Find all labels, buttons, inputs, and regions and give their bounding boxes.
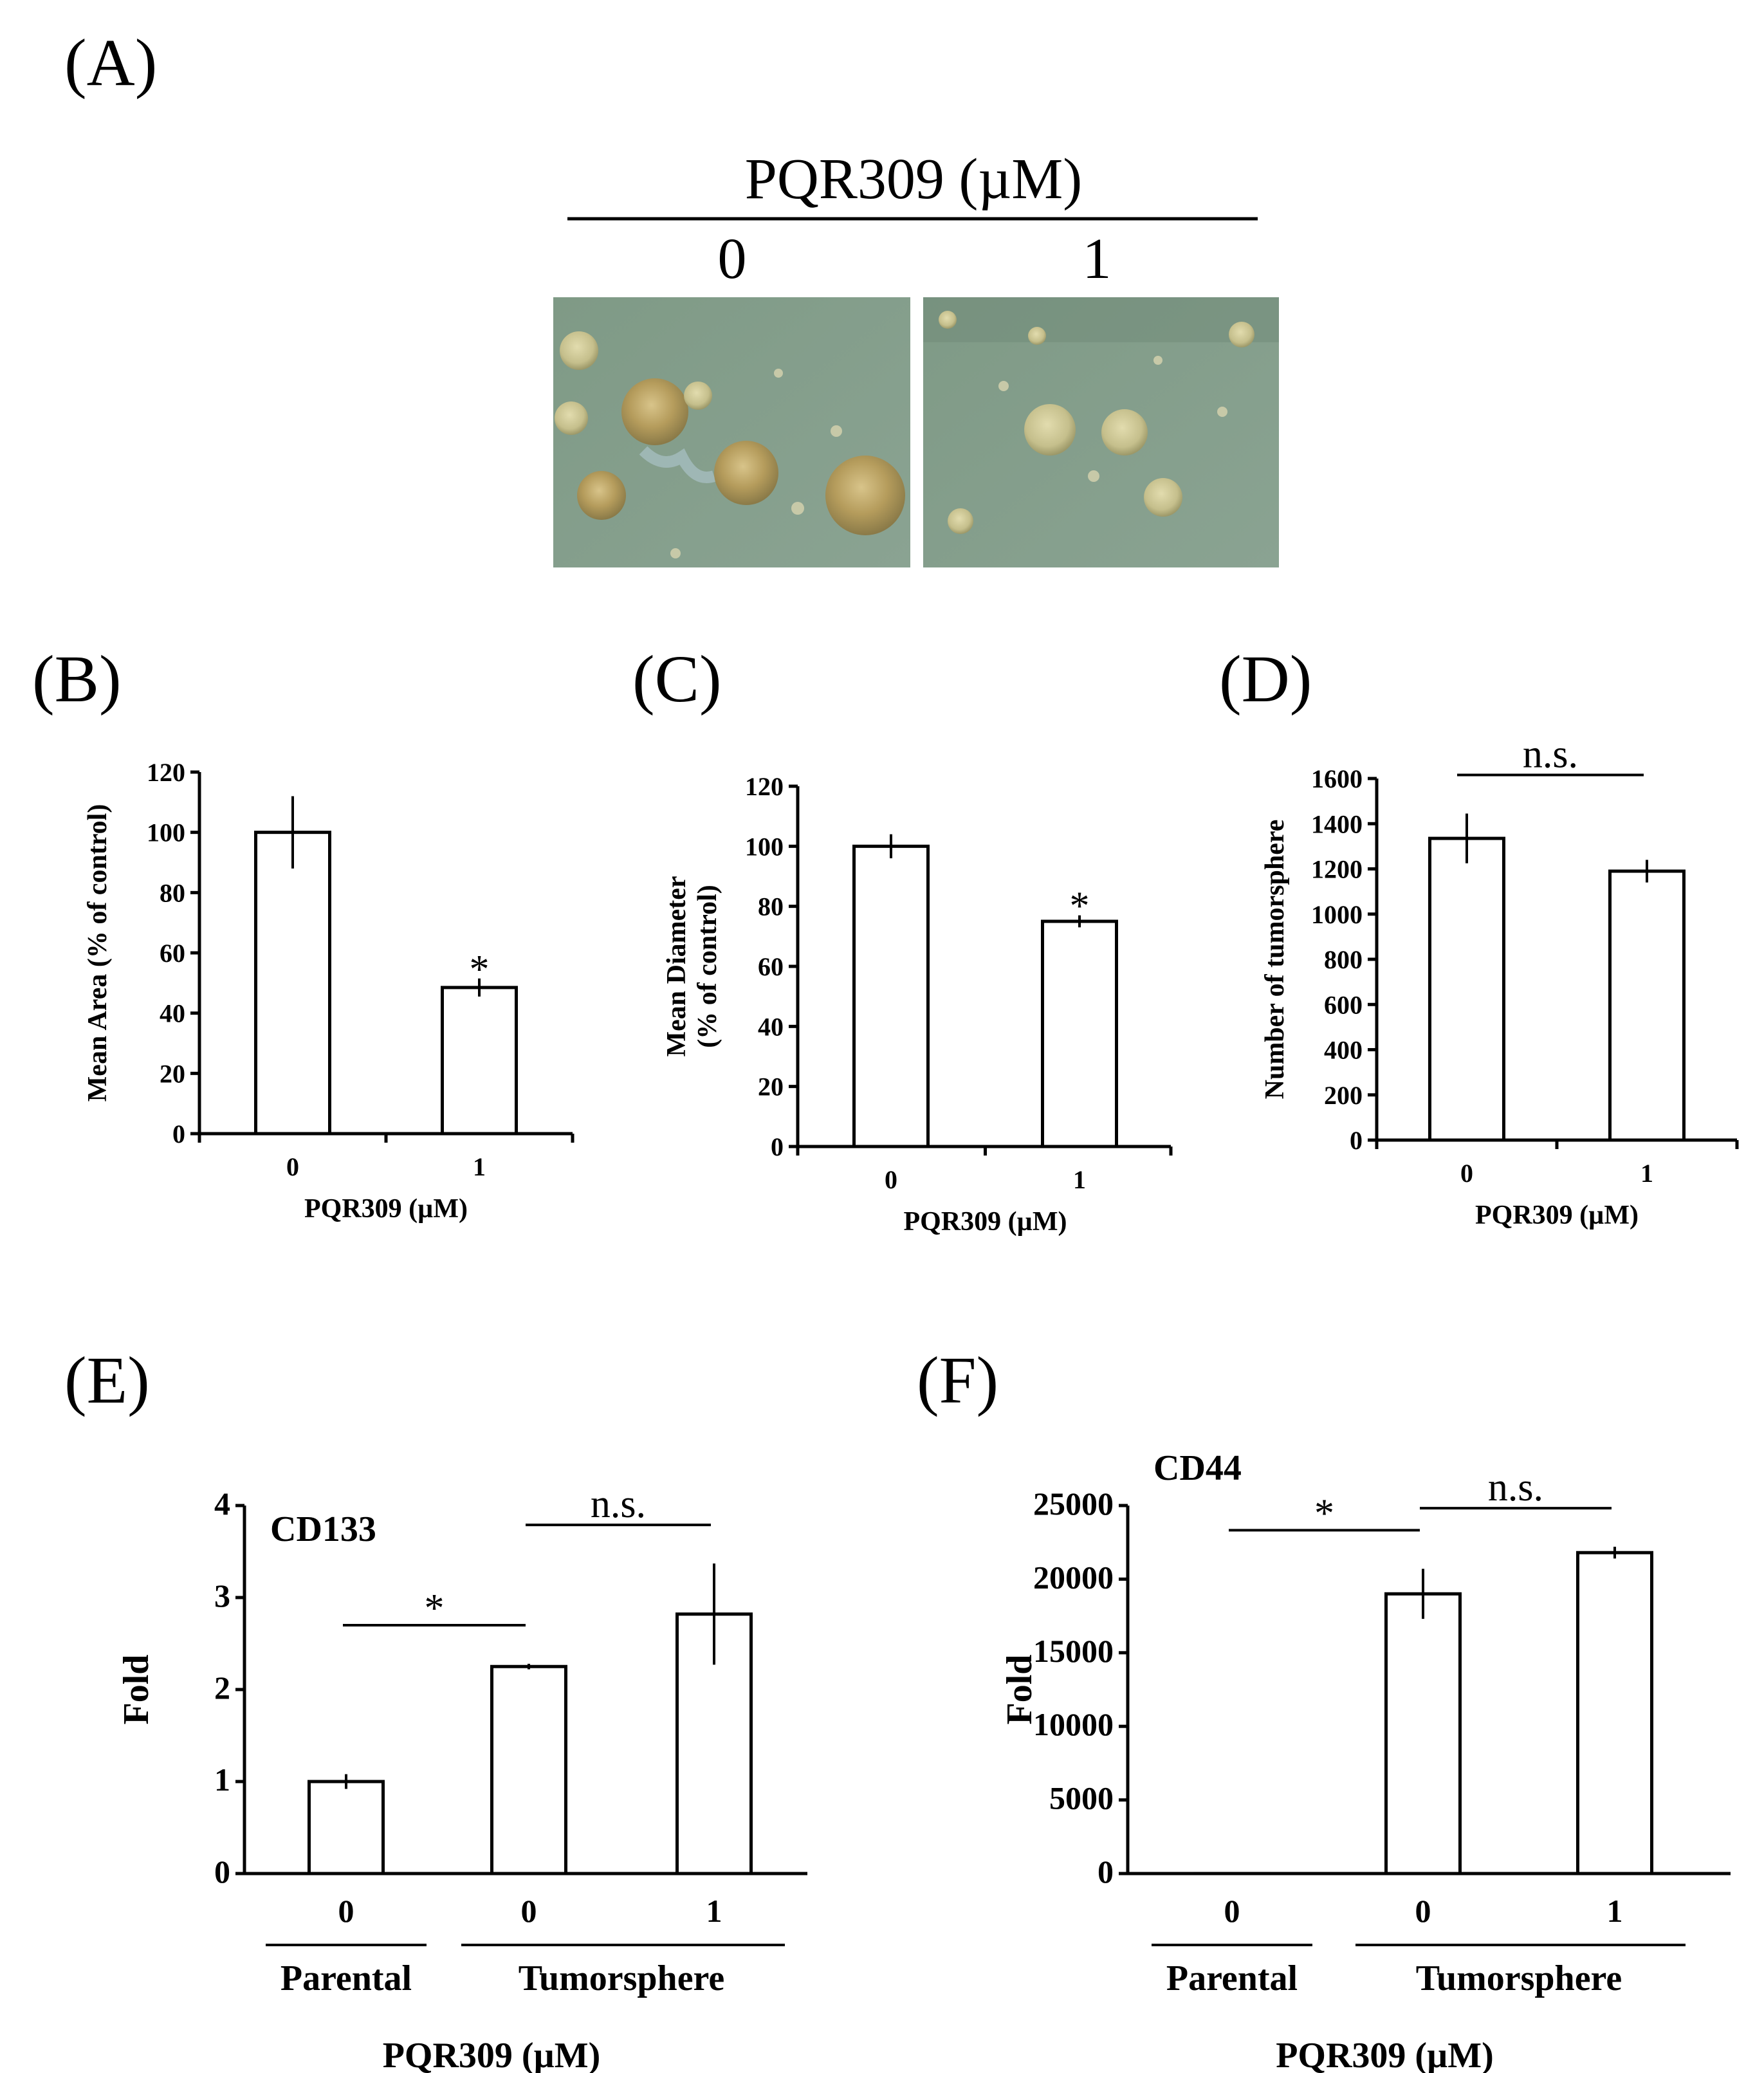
chart-d-y-tick-label: 200 — [1324, 1081, 1363, 1110]
chart-e-group-label: Tumorsphere — [519, 1958, 725, 1998]
chart-e-x-label: PQR309 (µM) — [383, 2036, 601, 2073]
chart-f-bar — [1576, 1551, 1653, 1875]
chart-f-y-tick-label: 20000 — [1033, 1559, 1114, 1595]
panel-c-label: (C) — [632, 642, 722, 716]
micrograph-dose-1 — [923, 297, 1279, 567]
chart-d-y-tick-label: 1600 — [1311, 764, 1363, 793]
chart-f-y-tick-label: 0 — [1098, 1854, 1114, 1890]
chart-e-bar — [308, 1780, 385, 1875]
chart-c-y-tick-label: 100 — [745, 832, 784, 861]
chart-e-bar — [490, 1664, 567, 1875]
chart-f-group-label: Tumorsphere — [1416, 1958, 1622, 1998]
chart-c-y-tick-label: 0 — [771, 1132, 784, 1161]
chart-e-y-tick-label: 1 — [214, 1762, 230, 1798]
chart-d-y-tick-label: 600 — [1324, 990, 1363, 1019]
chart-c-x-tick-label: 1 — [1073, 1165, 1086, 1194]
chart-c-x-tick-label: 0 — [885, 1165, 897, 1194]
chart-f-x-tick-label: 1 — [1607, 1893, 1623, 1929]
panel-a: (A) PQR309 (µM) 0 1 — [64, 26, 1279, 567]
panel-a-label: (A) — [64, 26, 157, 100]
chart-f-x-tick-label: 0 — [1415, 1893, 1431, 1929]
chart-d-ns-label: n.s. — [1523, 732, 1578, 776]
chart-b-y-tick-label: 60 — [160, 939, 185, 968]
chart-f-significance-star: * — [1314, 1491, 1334, 1535]
chart-c-y-tick-label: 80 — [758, 892, 784, 921]
chart-e-ns-label: n.s. — [591, 1482, 646, 1526]
chart-d-y-tick-label: 1000 — [1311, 900, 1363, 929]
chart-e-x-tick-label: 0 — [521, 1893, 537, 1929]
chart-f-title: CD44 — [1153, 1448, 1242, 1488]
chart-c-bar — [1041, 919, 1118, 1148]
panel-b-label: (B) — [32, 642, 122, 716]
chart-b-bar — [254, 831, 331, 1136]
chart-d-x-tick-label: 1 — [1640, 1159, 1653, 1188]
chart-e-y-tick-label: 4 — [214, 1486, 230, 1522]
chart-e-significance-star: * — [425, 1587, 445, 1630]
chart-b-y-tick-label: 100 — [147, 818, 185, 847]
chart-b-x-label: PQR309 (µM) — [304, 1194, 468, 1224]
chart-b-y-tick-label: 20 — [160, 1059, 185, 1088]
chart-f-y-tick-label: 5000 — [1049, 1780, 1114, 1816]
chart-d-y-tick-label: 1200 — [1311, 855, 1363, 884]
chart-b-y-tick-label: 80 — [160, 878, 185, 907]
chart-e-y-tick-label: 2 — [214, 1670, 230, 1706]
chart-d-y-tick-label: 800 — [1324, 945, 1363, 974]
chart-d-x-label: PQR309 (µM) — [1475, 1201, 1639, 1230]
chart-c-y-label-line: Mean Diameter — [662, 876, 692, 1056]
chart-e-title: CD133 — [270, 1509, 376, 1549]
chart-d-y-tick-label: 1400 — [1311, 809, 1363, 838]
chart-d-y-tick-label: 400 — [1324, 1036, 1363, 1065]
chart-d-y-tick-label: 0 — [1350, 1126, 1363, 1155]
panel-a-treatment-header: PQR309 (µM) — [745, 147, 1082, 211]
chart-e-y-tick-label: 0 — [214, 1854, 230, 1890]
chart-b-y-tick-label: 0 — [172, 1119, 185, 1148]
chart-e-y-label: Fold — [116, 1655, 156, 1725]
chart-d-bar — [1608, 869, 1686, 1142]
panel-e-label: (E) — [64, 1343, 150, 1417]
chart-e: 0 1 2 3 4 0 0 1 Parental Tumorsphere PQR309 (µM) Fo… — [116, 1482, 807, 2073]
chart-c-y-tick-label: 20 — [758, 1073, 784, 1101]
panel-a-dose-1: 1 — [1083, 227, 1112, 291]
chart-b-bar — [441, 986, 518, 1136]
chart-c-significance-star: * — [1070, 885, 1090, 928]
chart-f: 0 5000 10000 15000 20000 25000 0 0 1 Parental Tumo… — [1000, 1448, 1731, 2073]
panel-d-label: (D) — [1219, 642, 1312, 716]
chart-f-x-tick-label: 0 — [1224, 1893, 1240, 1929]
chart-f-y-tick-label: 25000 — [1033, 1486, 1114, 1522]
chart-c-y-tick-label: 60 — [758, 952, 784, 981]
chart-c-bar — [852, 844, 930, 1148]
micrograph-dose-0 — [553, 297, 910, 567]
chart-c-y-tick-label: 120 — [745, 772, 784, 801]
chart-d-bar — [1428, 836, 1505, 1142]
chart-f-bar — [1384, 1592, 1462, 1875]
panel-a-dose-0: 0 — [718, 227, 747, 291]
chart-b-x-tick-label: 1 — [473, 1152, 486, 1181]
panel-f-label: (F) — [917, 1343, 998, 1417]
chart-c-y-label-line: (% of control) — [693, 885, 722, 1048]
chart-f-group-label: Parental — [1166, 1958, 1298, 1998]
chart-f-y-label: Fold — [1000, 1655, 1040, 1725]
chart-c-x-label: PQR309 (µM) — [904, 1207, 1067, 1237]
chart-f-ns-label: n.s. — [1488, 1466, 1543, 1509]
chart-d-x-tick-label: 0 — [1460, 1159, 1473, 1188]
chart-e-x-tick-label: 0 — [338, 1893, 354, 1929]
chart-d-y-label: Number of tumorsphere — [1260, 820, 1290, 1100]
chart-b-significance-star: * — [470, 948, 490, 991]
chart-b-x-tick-label: 0 — [286, 1152, 299, 1181]
chart-e-x-tick-label: 1 — [706, 1893, 722, 1929]
chart-c-y-label: Mean Diameter(% of control) — [662, 876, 722, 1056]
chart-e-group-label: Parental — [280, 1958, 412, 1998]
chart-e-y-tick-label: 3 — [214, 1578, 230, 1614]
chart-f-y-tick-label: 15000 — [1033, 1633, 1114, 1669]
chart-b-y-tick-label: 40 — [160, 999, 185, 1028]
chart-f-x-label: PQR309 (µM) — [1276, 2036, 1494, 2073]
chart-f-y-tick-label: 10000 — [1033, 1706, 1114, 1742]
chart-b-y-tick-label: 120 — [147, 758, 185, 787]
chart-c-y-tick-label: 40 — [758, 1012, 784, 1041]
chart-b-y-label: Mean Area (% of control) — [83, 804, 113, 1102]
